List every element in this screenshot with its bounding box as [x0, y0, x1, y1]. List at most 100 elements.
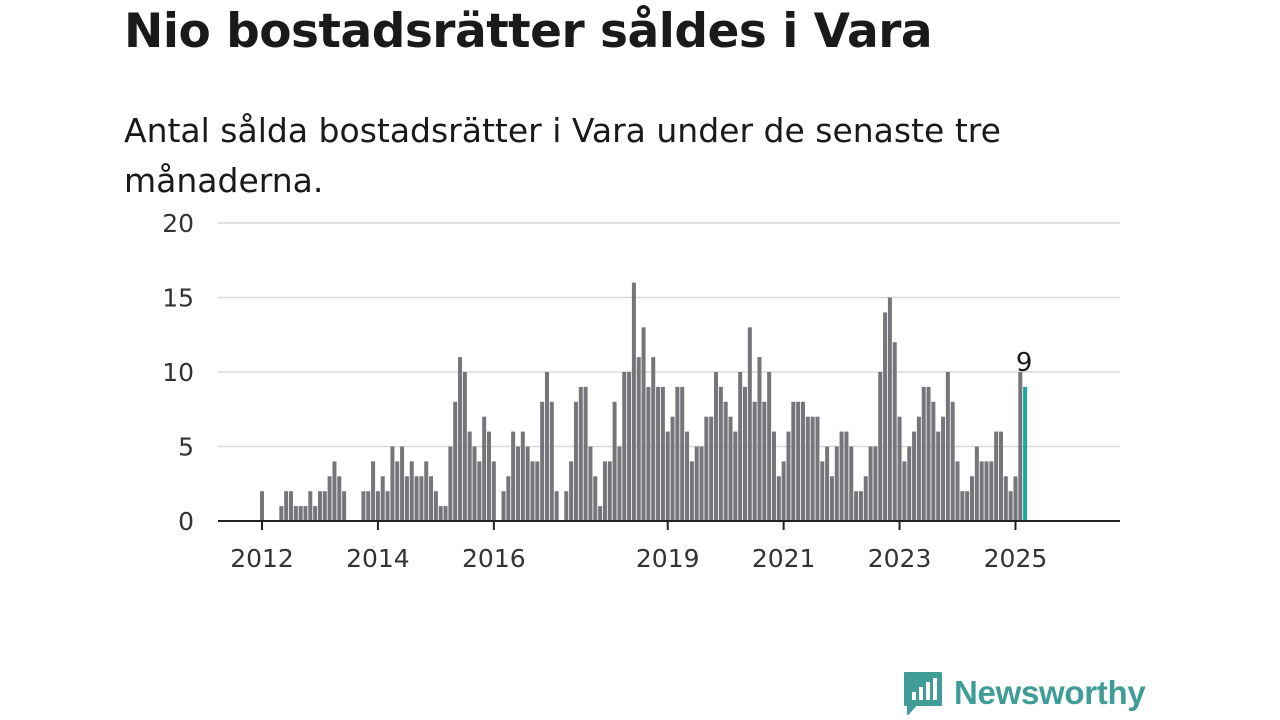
- bar-labels: 9: [1016, 348, 1033, 378]
- bar: [916, 416, 921, 521]
- bar: [260, 491, 264, 521]
- bar: [762, 401, 767, 521]
- bar: [371, 461, 376, 521]
- bar: [955, 461, 960, 521]
- bar: [535, 461, 540, 521]
- bar: [704, 416, 709, 521]
- bar: [578, 386, 583, 521]
- bar: [863, 476, 868, 521]
- bar: [588, 446, 593, 521]
- bar: [303, 506, 308, 521]
- bar: [868, 446, 873, 521]
- y-tick-label: 5: [178, 433, 194, 462]
- bar: [308, 491, 313, 521]
- bar: [515, 446, 520, 521]
- bar: [941, 416, 946, 521]
- bar: [322, 491, 327, 521]
- bar: [892, 342, 897, 521]
- bar: [284, 491, 289, 521]
- bar: [883, 312, 888, 521]
- bar: [680, 386, 685, 521]
- bar: [646, 386, 651, 521]
- bar: [429, 476, 434, 521]
- bar: [805, 416, 810, 521]
- bar: [380, 476, 385, 521]
- bar: [984, 461, 989, 521]
- bar: [448, 446, 453, 521]
- y-tick-label: 15: [162, 284, 194, 313]
- x-tick-label: 2023: [868, 544, 932, 573]
- bar: [781, 461, 786, 521]
- bar: [443, 506, 448, 521]
- bar: [506, 476, 511, 521]
- bar: [921, 386, 926, 521]
- bar: [825, 446, 830, 521]
- newsworthy-logo-icon: [904, 672, 942, 715]
- bar: [511, 431, 516, 521]
- bar: [487, 431, 492, 521]
- bar: [994, 431, 999, 521]
- y-tick-label: 0: [178, 507, 194, 536]
- bar: [752, 401, 757, 521]
- bar: [979, 461, 984, 521]
- x-tick-label: 2016: [462, 544, 526, 573]
- bar: [960, 491, 965, 521]
- bar: [293, 506, 298, 521]
- bar: [332, 461, 337, 521]
- y-tick-label: 10: [162, 358, 194, 387]
- bar: [607, 461, 612, 521]
- bar: [907, 446, 912, 521]
- bar: [472, 446, 477, 521]
- bar: [689, 461, 694, 521]
- bar: [733, 431, 738, 521]
- bar: [279, 506, 284, 521]
- bar: [776, 476, 781, 521]
- bar: [945, 372, 950, 521]
- bar-highlight: [1023, 386, 1028, 521]
- bar: [530, 461, 535, 521]
- bar: [390, 446, 395, 521]
- bar: [728, 416, 733, 521]
- bar: [656, 386, 661, 521]
- bar: [549, 401, 554, 521]
- bar: [1013, 476, 1018, 521]
- bar-chart: 0 5 10 15 20 2012 2014 2016 2019 2021 2023 2025 9: [162, 209, 1120, 573]
- bar: [438, 506, 443, 521]
- x-tick-label: 2014: [346, 544, 410, 573]
- bar: [887, 297, 892, 521]
- bar: [1003, 476, 1008, 521]
- bar: [815, 416, 820, 521]
- bar: [298, 506, 303, 521]
- bar: [458, 357, 463, 521]
- bar: [936, 431, 941, 521]
- bar: [873, 446, 878, 521]
- bar: [974, 446, 979, 521]
- bar: [694, 446, 699, 521]
- bar: [989, 461, 994, 521]
- bar: [771, 431, 776, 521]
- bar: [395, 461, 400, 521]
- bar: [544, 372, 549, 521]
- bar: [743, 386, 747, 521]
- bar: [675, 386, 680, 521]
- bar: [849, 446, 854, 521]
- bar: [627, 372, 632, 521]
- bar: [482, 416, 487, 521]
- bar: [897, 416, 902, 521]
- bar: [810, 416, 815, 521]
- bar: [385, 491, 390, 521]
- x-tick-label: 2021: [752, 544, 816, 573]
- bar: [327, 476, 332, 521]
- x-tick-label: 2019: [636, 544, 700, 573]
- bar: [631, 282, 636, 521]
- bar: [419, 476, 424, 521]
- chart-title: Nio bostadsrätter såldes i Vara: [124, 4, 933, 59]
- bar: [839, 431, 844, 521]
- bar: [926, 386, 931, 521]
- bar: [602, 461, 607, 521]
- bar: [767, 372, 772, 521]
- x-tick-label: 2012: [230, 544, 294, 573]
- bar: [791, 401, 796, 521]
- bar: [796, 401, 801, 521]
- bar: [878, 372, 883, 521]
